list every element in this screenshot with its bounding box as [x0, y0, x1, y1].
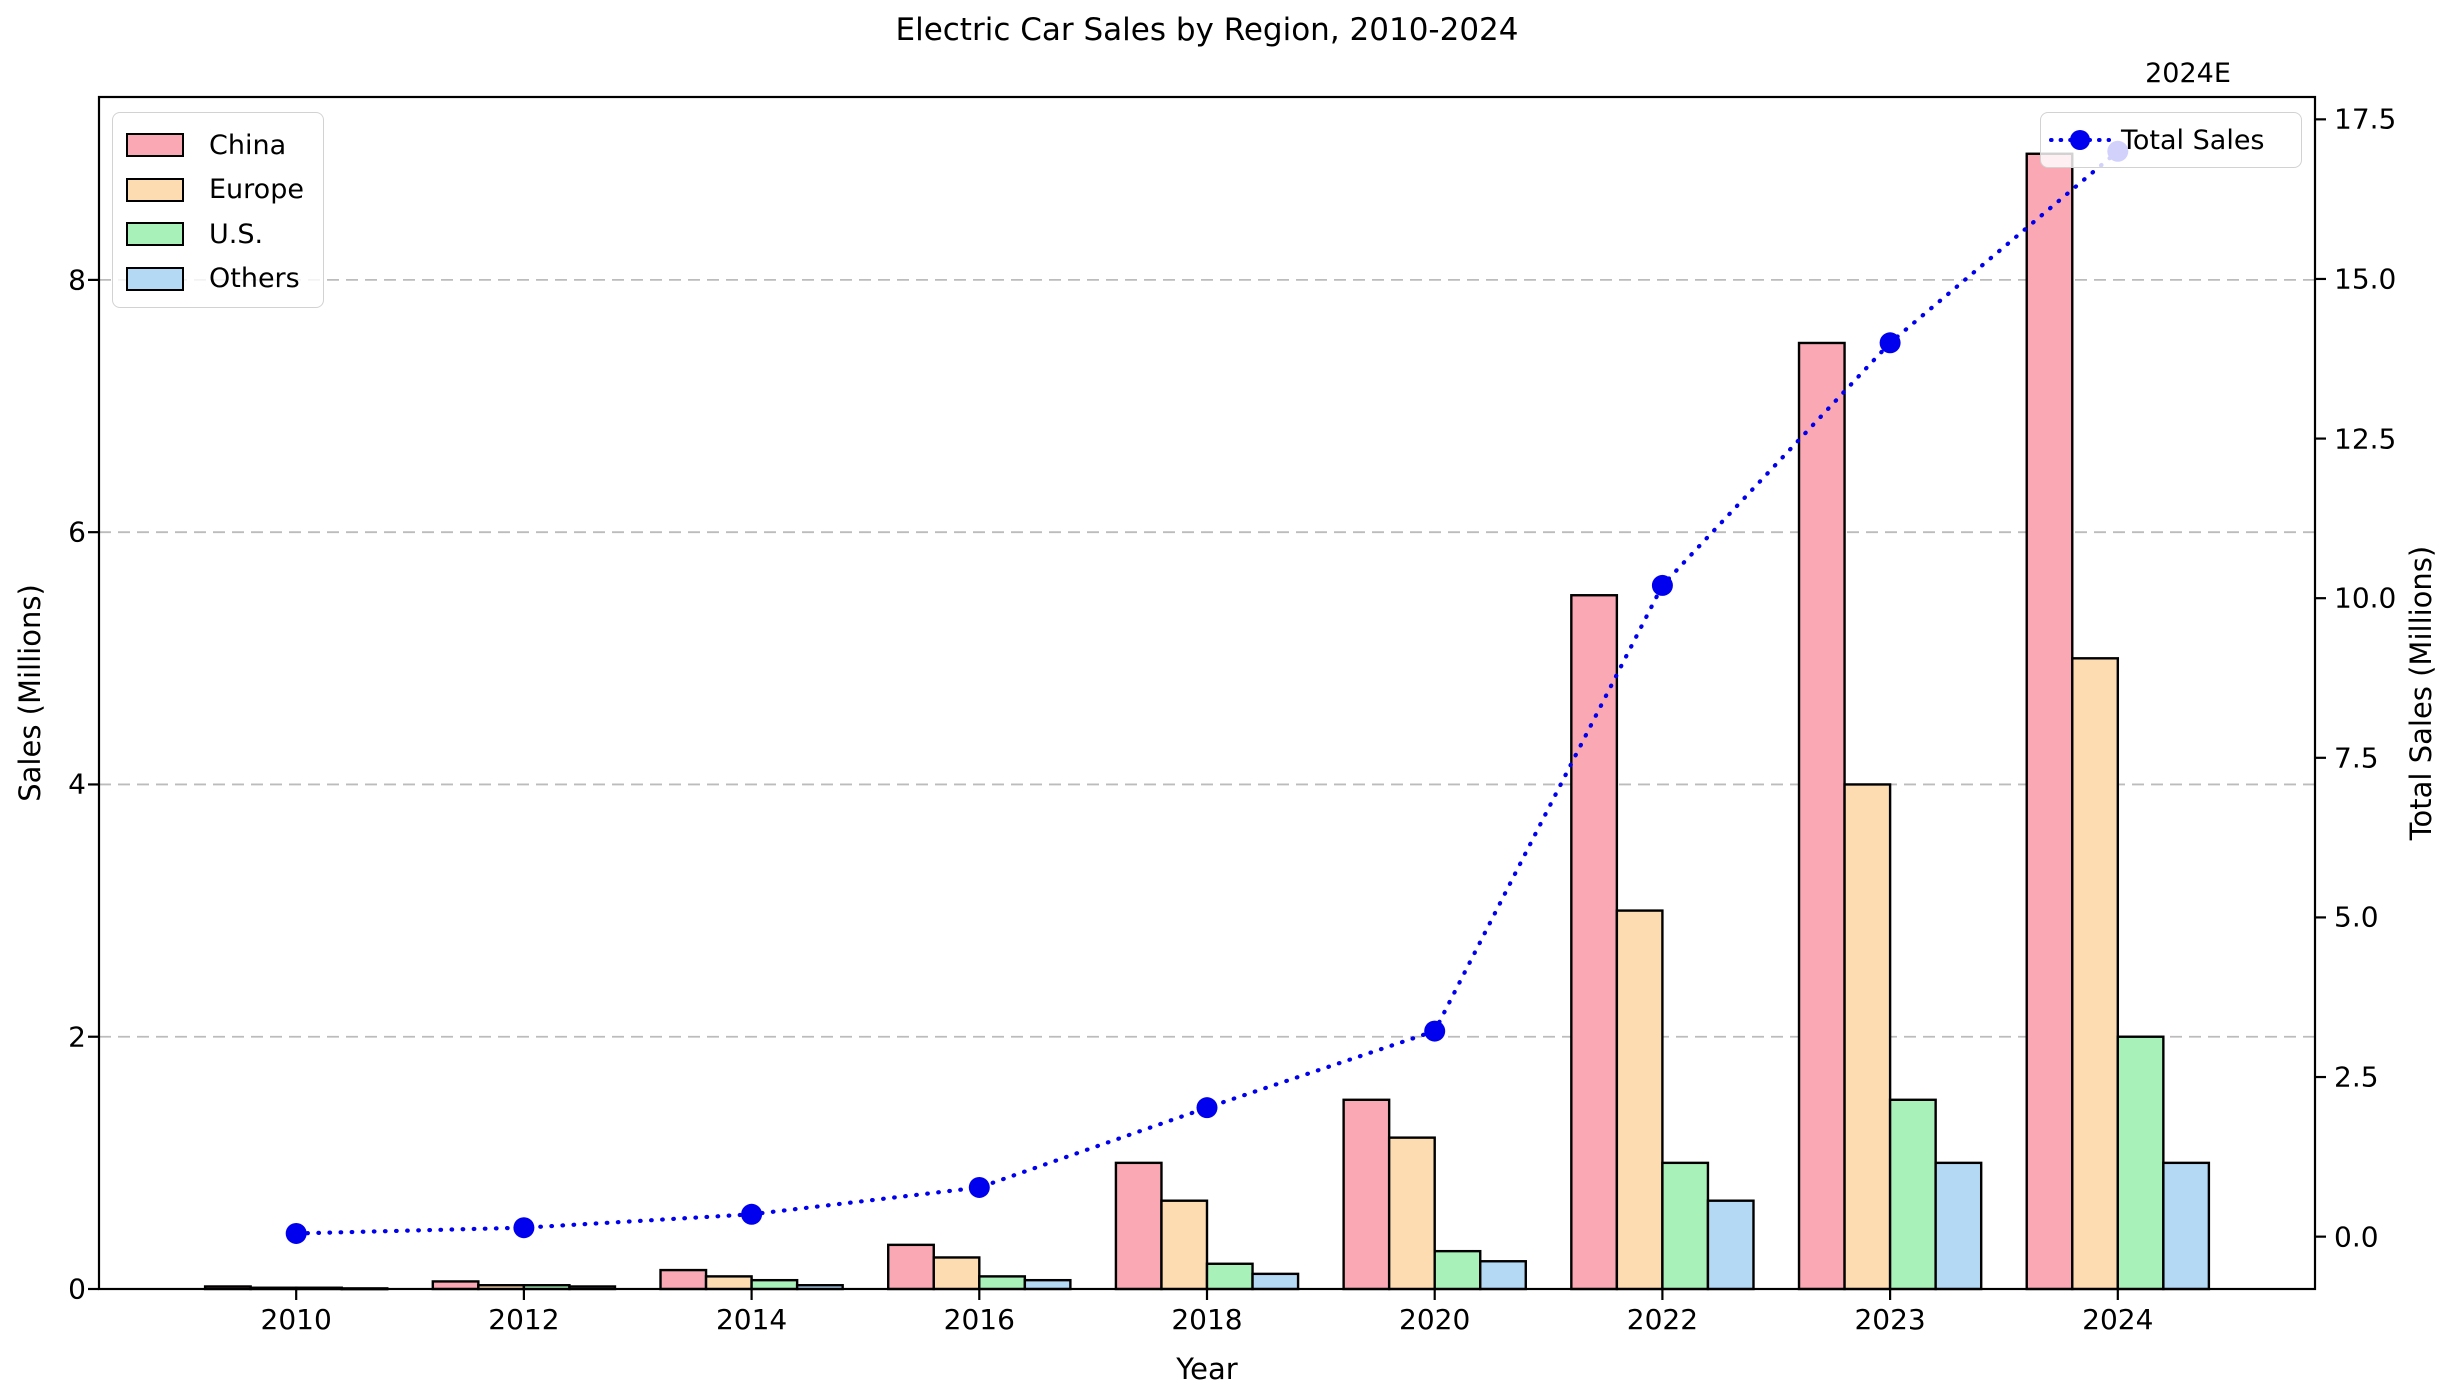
legend-label-total-sales: Total Sales [2121, 124, 2265, 156]
y-left-tick-0: 0 [68, 1272, 86, 1306]
total-sales-marker-2023 [1879, 332, 1901, 354]
x-tick-2023: 2023 [1854, 1303, 1926, 1336]
bar-us-2016 [978, 1275, 1027, 1291]
bar-others-2023 [1934, 1161, 1983, 1291]
legend-label-others: Others [209, 263, 300, 295]
x-tick-2022: 2022 [1626, 1303, 1699, 1336]
bar-china-2016 [887, 1243, 935, 1291]
bar-europe-2014 [704, 1275, 753, 1291]
bar-others-2024 [2162, 1161, 2211, 1291]
y-left-tick-2: 2 [68, 1020, 86, 1054]
legend-label-china: China [209, 129, 287, 161]
bar-us-2020 [1433, 1249, 1482, 1291]
bar-europe-2022 [1615, 909, 1664, 1291]
total-sales-marker-2014 [741, 1203, 763, 1225]
bar-others-2018 [1251, 1272, 1300, 1291]
total-sales-marker-2022 [1651, 574, 1673, 596]
total-sales-marker-2018 [1196, 1097, 1218, 1119]
total-sales-line-sample [2049, 128, 2111, 152]
bar-china-2022 [1570, 594, 1619, 1291]
y-right-tick-10.0: 10.0 [2334, 581, 2397, 615]
legend-item-europe: Europe [126, 168, 323, 213]
bar-china-2014 [659, 1268, 708, 1291]
bar-europe-2023 [1843, 783, 1892, 1291]
bar-china-2018 [1114, 1161, 1163, 1291]
total-sales-marker-2012 [513, 1217, 535, 1239]
x-tick-2012: 2012 [488, 1303, 560, 1336]
y-left-tick-4: 4 [68, 767, 86, 801]
y-right-tick-5.0: 5.0 [2334, 900, 2379, 934]
y-left-tick-6: 6 [68, 515, 86, 549]
bar-europe-2016 [932, 1256, 981, 1291]
x-tick-2014: 2014 [715, 1303, 788, 1336]
bar-us-2022 [1661, 1161, 1710, 1291]
legend-label-us: U.S. [209, 218, 264, 250]
bar-us-2018 [1205, 1262, 1254, 1291]
y-right-tick-12.5: 12.5 [2334, 422, 2397, 456]
bar-us-2024 [2116, 1035, 2165, 1291]
chart-title: Electric Car Sales by Region, 2010-2024 [895, 12, 1519, 48]
annotation-2024e: 2024E [2145, 58, 2231, 89]
y-right-tick-7.5: 7.5 [2334, 741, 2379, 775]
x-tick-2024: 2024 [2082, 1303, 2154, 1336]
x-tick-2018: 2018 [1171, 1303, 1243, 1336]
china-swatch [126, 133, 184, 158]
y-right-tick-2.5: 2.5 [2334, 1060, 2379, 1094]
legend-item-china: China [126, 123, 323, 168]
us-swatch [126, 222, 184, 247]
x-tick-2020: 2020 [1399, 1303, 1471, 1336]
x-tick-2010: 2010 [260, 1303, 332, 1336]
x-axis-label: Year [1176, 1352, 1238, 1386]
bar-europe-2018 [1160, 1199, 1209, 1291]
total-sales-marker-2010 [285, 1222, 307, 1244]
y-right-tick-17.5: 17.5 [2334, 102, 2397, 136]
bar-china-2023 [1797, 341, 1846, 1291]
bar-us-2014 [750, 1278, 799, 1291]
x-tick-2016: 2016 [943, 1303, 1015, 1336]
total-sales-marker-2020 [1424, 1020, 1446, 1042]
y-right-axis-label: Total Sales (Millions) [2404, 545, 2438, 841]
legend-item-others: Others [126, 257, 323, 302]
europe-swatch [126, 177, 184, 202]
y-right-tick-0.0: 0.0 [2334, 1220, 2379, 1254]
bar-us-2023 [1888, 1098, 1937, 1291]
bar-others-2016 [1023, 1278, 1072, 1291]
y-right-tick-15.0: 15.0 [2334, 262, 2397, 296]
bar-europe-2024 [2071, 657, 2120, 1291]
bar-others-2022 [1706, 1199, 1755, 1291]
legend-total-sales: Total Sales [2040, 112, 2302, 168]
legend-regions: China Europe U.S. Others [112, 112, 324, 308]
total-sales-line [294, 149, 2120, 1236]
bar-others-2020 [1479, 1260, 1527, 1291]
bar-china-2020 [1342, 1098, 1391, 1291]
bar-china-2012 [431, 1280, 480, 1291]
bar-china-2024 [2025, 152, 2074, 1291]
y-left-tick-8: 8 [68, 263, 86, 297]
legend-label-europe: Europe [209, 174, 304, 206]
total-sales-marker-2016 [968, 1176, 990, 1198]
bar-europe-2020 [1387, 1136, 1436, 1291]
others-swatch [126, 266, 184, 291]
legend-item-us: U.S. [126, 212, 323, 257]
